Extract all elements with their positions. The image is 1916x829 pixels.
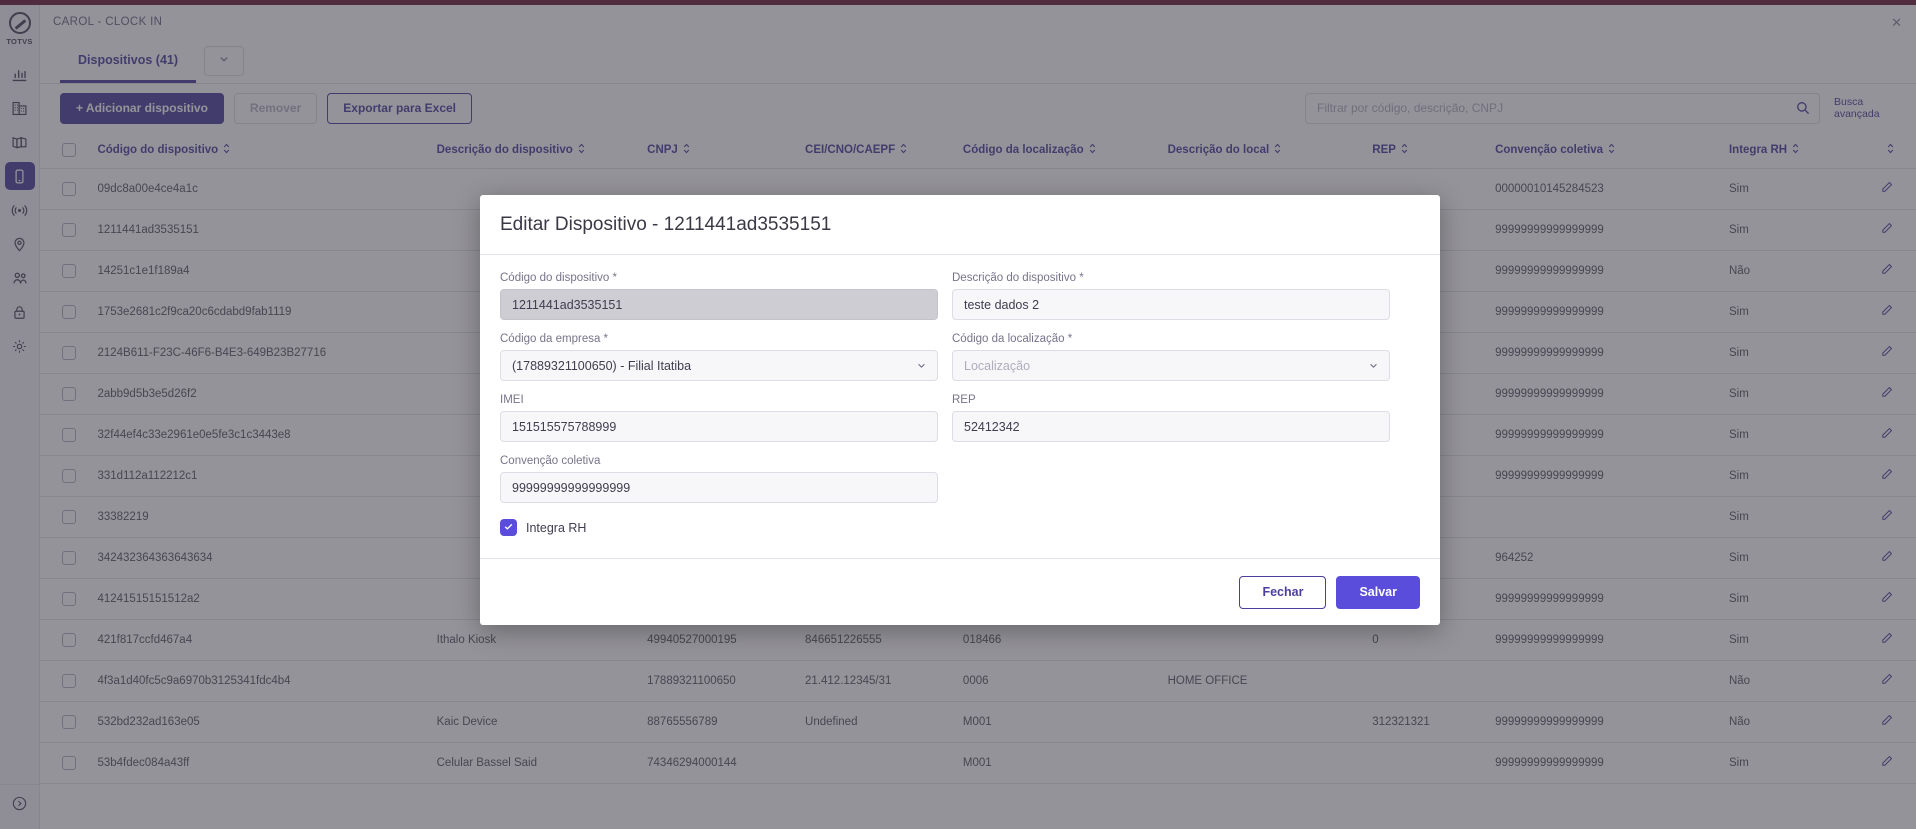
field-codigo-empresa: Código da empresa * (17889321100650) - F…	[500, 333, 938, 381]
field-codigo-dispositivo: Código do dispositivo *	[500, 272, 938, 320]
modal-form-grid: Código do dispositivo * Descrição do dis…	[500, 272, 1420, 516]
checkbox-integra-rh[interactable]	[500, 519, 517, 536]
input-rep[interactable]	[952, 411, 1390, 442]
label-codigo-empresa: Código da empresa *	[500, 333, 609, 345]
modal-header: Editar Dispositivo - 1211441ad3535151	[480, 195, 1440, 255]
input-convencao-coletiva[interactable]	[500, 472, 938, 503]
label-codigo-dispositivo: Código do dispositivo *	[500, 272, 617, 284]
label-imei: IMEI	[500, 394, 524, 406]
select-wrap-codigo-localizacao: Localização	[952, 350, 1390, 381]
label-integra-rh: Integra RH	[526, 520, 587, 535]
edit-device-modal: Editar Dispositivo - 1211441ad3535151 Có…	[480, 195, 1440, 625]
select-codigo-localizacao[interactable]: Localização	[952, 350, 1390, 381]
grid-filler	[952, 455, 1390, 516]
label-convencao-coletiva: Convenção coletiva	[500, 455, 601, 467]
select-wrap-codigo-empresa: (17889321100650) - Filial Itatiba	[500, 350, 938, 381]
select-codigo-empresa[interactable]: (17889321100650) - Filial Itatiba	[500, 350, 938, 381]
field-convencao-coletiva: Convenção coletiva	[500, 455, 938, 503]
label-codigo-localizacao: Código da localização *	[952, 333, 1073, 345]
input-descricao-dispositivo[interactable]	[952, 289, 1390, 320]
field-codigo-localizacao: Código da localização * Localização	[952, 333, 1390, 381]
field-imei: IMEI	[500, 394, 938, 442]
modal-title: Editar Dispositivo - 1211441ad3535151	[500, 213, 832, 235]
input-imei[interactable]	[500, 411, 938, 442]
field-rep: REP	[952, 394, 1390, 442]
label-rep: REP	[952, 394, 976, 406]
label-descricao-dispositivo: Descrição do dispositivo *	[952, 272, 1084, 284]
save-button[interactable]: Salvar	[1336, 575, 1420, 609]
modal-footer: Fechar Salvar	[480, 558, 1440, 625]
close-modal-button[interactable]: Fechar	[1239, 575, 1327, 609]
field-integra-rh: Integra RH	[500, 519, 1420, 536]
modal-body: Código do dispositivo * Descrição do dis…	[480, 255, 1440, 558]
check-icon	[503, 519, 514, 537]
field-descricao-dispositivo: Descrição do dispositivo *	[952, 272, 1390, 320]
input-codigo-dispositivo	[500, 289, 938, 320]
